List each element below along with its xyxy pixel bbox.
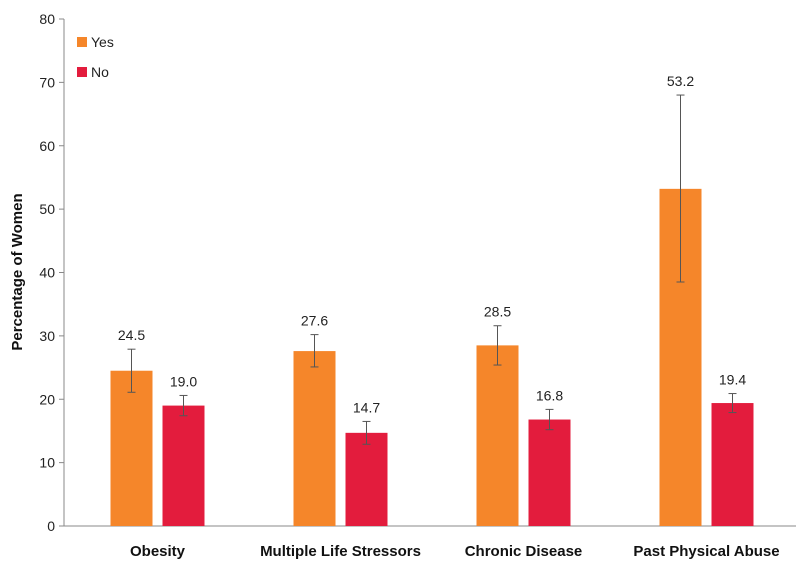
- legend-label: Yes: [91, 34, 114, 50]
- bar-no-3: [711, 403, 754, 526]
- data-label: 27.6: [301, 313, 328, 329]
- legend-label: No: [91, 64, 109, 80]
- y-tick-label: 0: [47, 518, 55, 534]
- error-bars: [127, 94, 737, 445]
- data-label: 16.8: [536, 387, 563, 403]
- y-tick-label: 60: [39, 138, 55, 154]
- y-ticks: 0 10 20 30 40 50 60 70 80: [39, 11, 64, 534]
- category-label: Past Physical Abuse: [633, 543, 779, 560]
- category-label: Multiple Life Stressors: [260, 543, 421, 560]
- category-label: Chronic Disease: [465, 543, 583, 560]
- y-tick-label: 30: [39, 328, 55, 344]
- y-tick-label: 70: [39, 74, 55, 90]
- data-label: 19.4: [719, 372, 746, 388]
- category-label: Obesity: [130, 543, 186, 560]
- bar-yes-1: [293, 351, 336, 526]
- bar-no-1: [345, 432, 388, 526]
- y-tick-label: 40: [39, 265, 55, 281]
- legend-swatch-no: [77, 67, 87, 77]
- legend: Yes No: [77, 34, 114, 80]
- y-tick-label: 80: [39, 11, 55, 27]
- data-label: 24.5: [118, 327, 145, 343]
- y-tick-label: 20: [39, 391, 55, 407]
- legend-swatch-yes: [77, 37, 87, 47]
- category-labels: Obesity Multiple Life Stressors Chronic Di…: [130, 543, 780, 560]
- bar-yes-0: [110, 370, 153, 526]
- bar-no-2: [528, 419, 571, 526]
- data-label: 28.5: [484, 304, 511, 320]
- y-tick-label: 50: [39, 201, 55, 217]
- y-tick-label: 10: [39, 455, 55, 471]
- data-label: 14.7: [353, 399, 380, 415]
- bar-no-0: [162, 405, 205, 526]
- data-labels: 24.5 19.0 27.6 14.7 28.5 16.8 53.2 19.4: [118, 73, 746, 415]
- bar-yes-2: [476, 345, 519, 526]
- bars: [110, 188, 754, 526]
- data-label: 53.2: [667, 73, 694, 89]
- y-axis-title: Percentage of Women: [9, 193, 26, 350]
- data-label: 19.0: [170, 373, 197, 389]
